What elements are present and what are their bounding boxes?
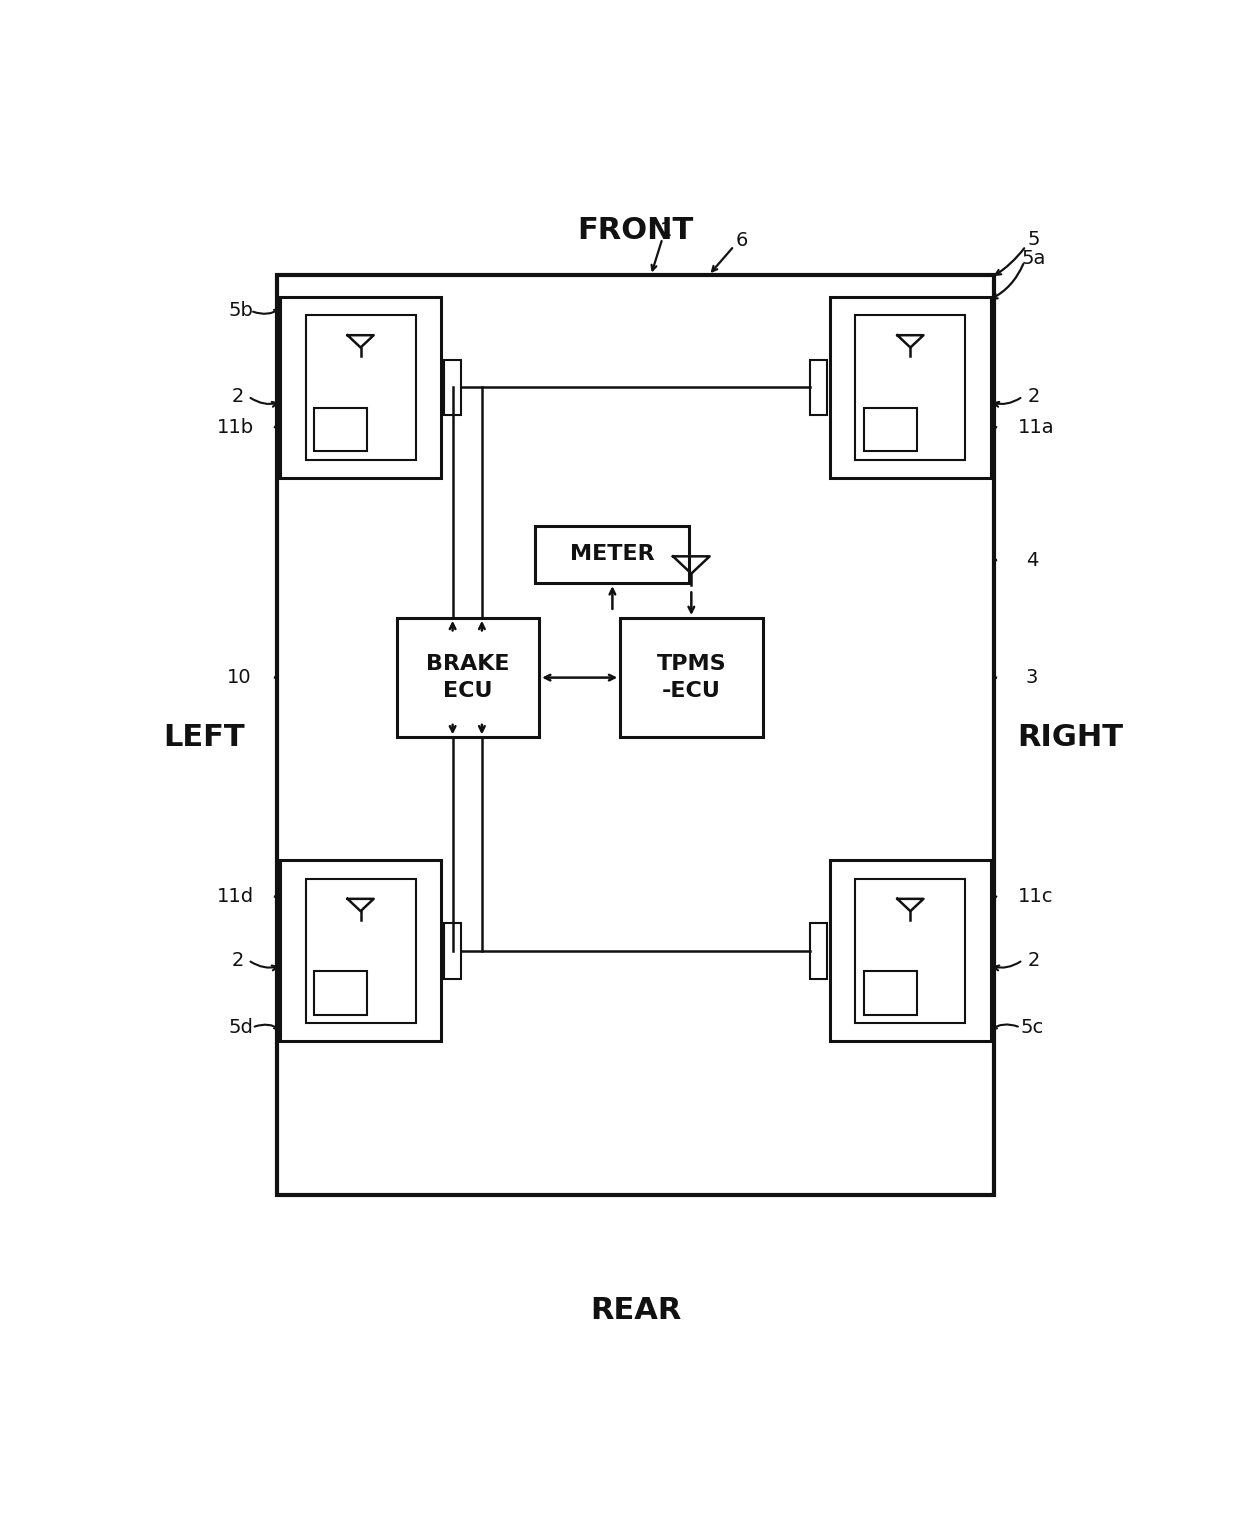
Text: 3: 3	[1025, 668, 1038, 687]
Bar	[305, 878, 415, 1023]
Bar	[444, 924, 461, 978]
Bar	[810, 360, 827, 415]
Text: METER: METER	[570, 544, 655, 564]
Bar	[397, 617, 539, 738]
Text: 5d: 5d	[228, 1018, 253, 1036]
Bar	[830, 861, 991, 1041]
Text: 11a: 11a	[1018, 418, 1054, 436]
Bar	[864, 407, 918, 451]
Text: 2: 2	[1028, 387, 1040, 405]
Bar	[620, 617, 763, 738]
Text: BRAKE
ECU: BRAKE ECU	[427, 654, 510, 701]
Text: 1: 1	[660, 221, 672, 241]
Text: 5a: 5a	[1022, 248, 1045, 268]
Text: 5b: 5b	[228, 302, 253, 320]
Text: 4: 4	[1025, 550, 1038, 570]
Bar	[278, 276, 993, 1195]
Text: FRONT: FRONT	[578, 216, 693, 245]
Bar	[305, 315, 415, 460]
Bar	[536, 526, 689, 584]
Text: REAR: REAR	[590, 1297, 681, 1326]
Text: LEFT: LEFT	[164, 722, 246, 751]
Text: 6: 6	[735, 232, 748, 250]
Text: 2: 2	[231, 951, 243, 969]
Text: RIGHT: RIGHT	[1018, 722, 1123, 751]
Bar	[280, 861, 441, 1041]
Text: 11c: 11c	[1018, 887, 1054, 907]
Text: 11b: 11b	[217, 418, 254, 436]
Text: 2: 2	[231, 387, 243, 405]
Text: 2: 2	[1028, 951, 1040, 969]
Text: 5: 5	[1027, 230, 1040, 248]
Bar	[315, 407, 367, 451]
Bar	[864, 971, 918, 1015]
Bar	[280, 297, 441, 479]
Bar	[444, 360, 461, 415]
Bar	[856, 878, 966, 1023]
Bar	[856, 315, 966, 460]
Text: 11d: 11d	[217, 887, 254, 907]
Text: 5c: 5c	[1021, 1018, 1044, 1036]
Text: TPMS
-ECU: TPMS -ECU	[656, 654, 727, 701]
Bar	[315, 971, 367, 1015]
Text: 10: 10	[227, 668, 252, 687]
Bar	[810, 924, 827, 978]
Bar	[830, 297, 991, 479]
